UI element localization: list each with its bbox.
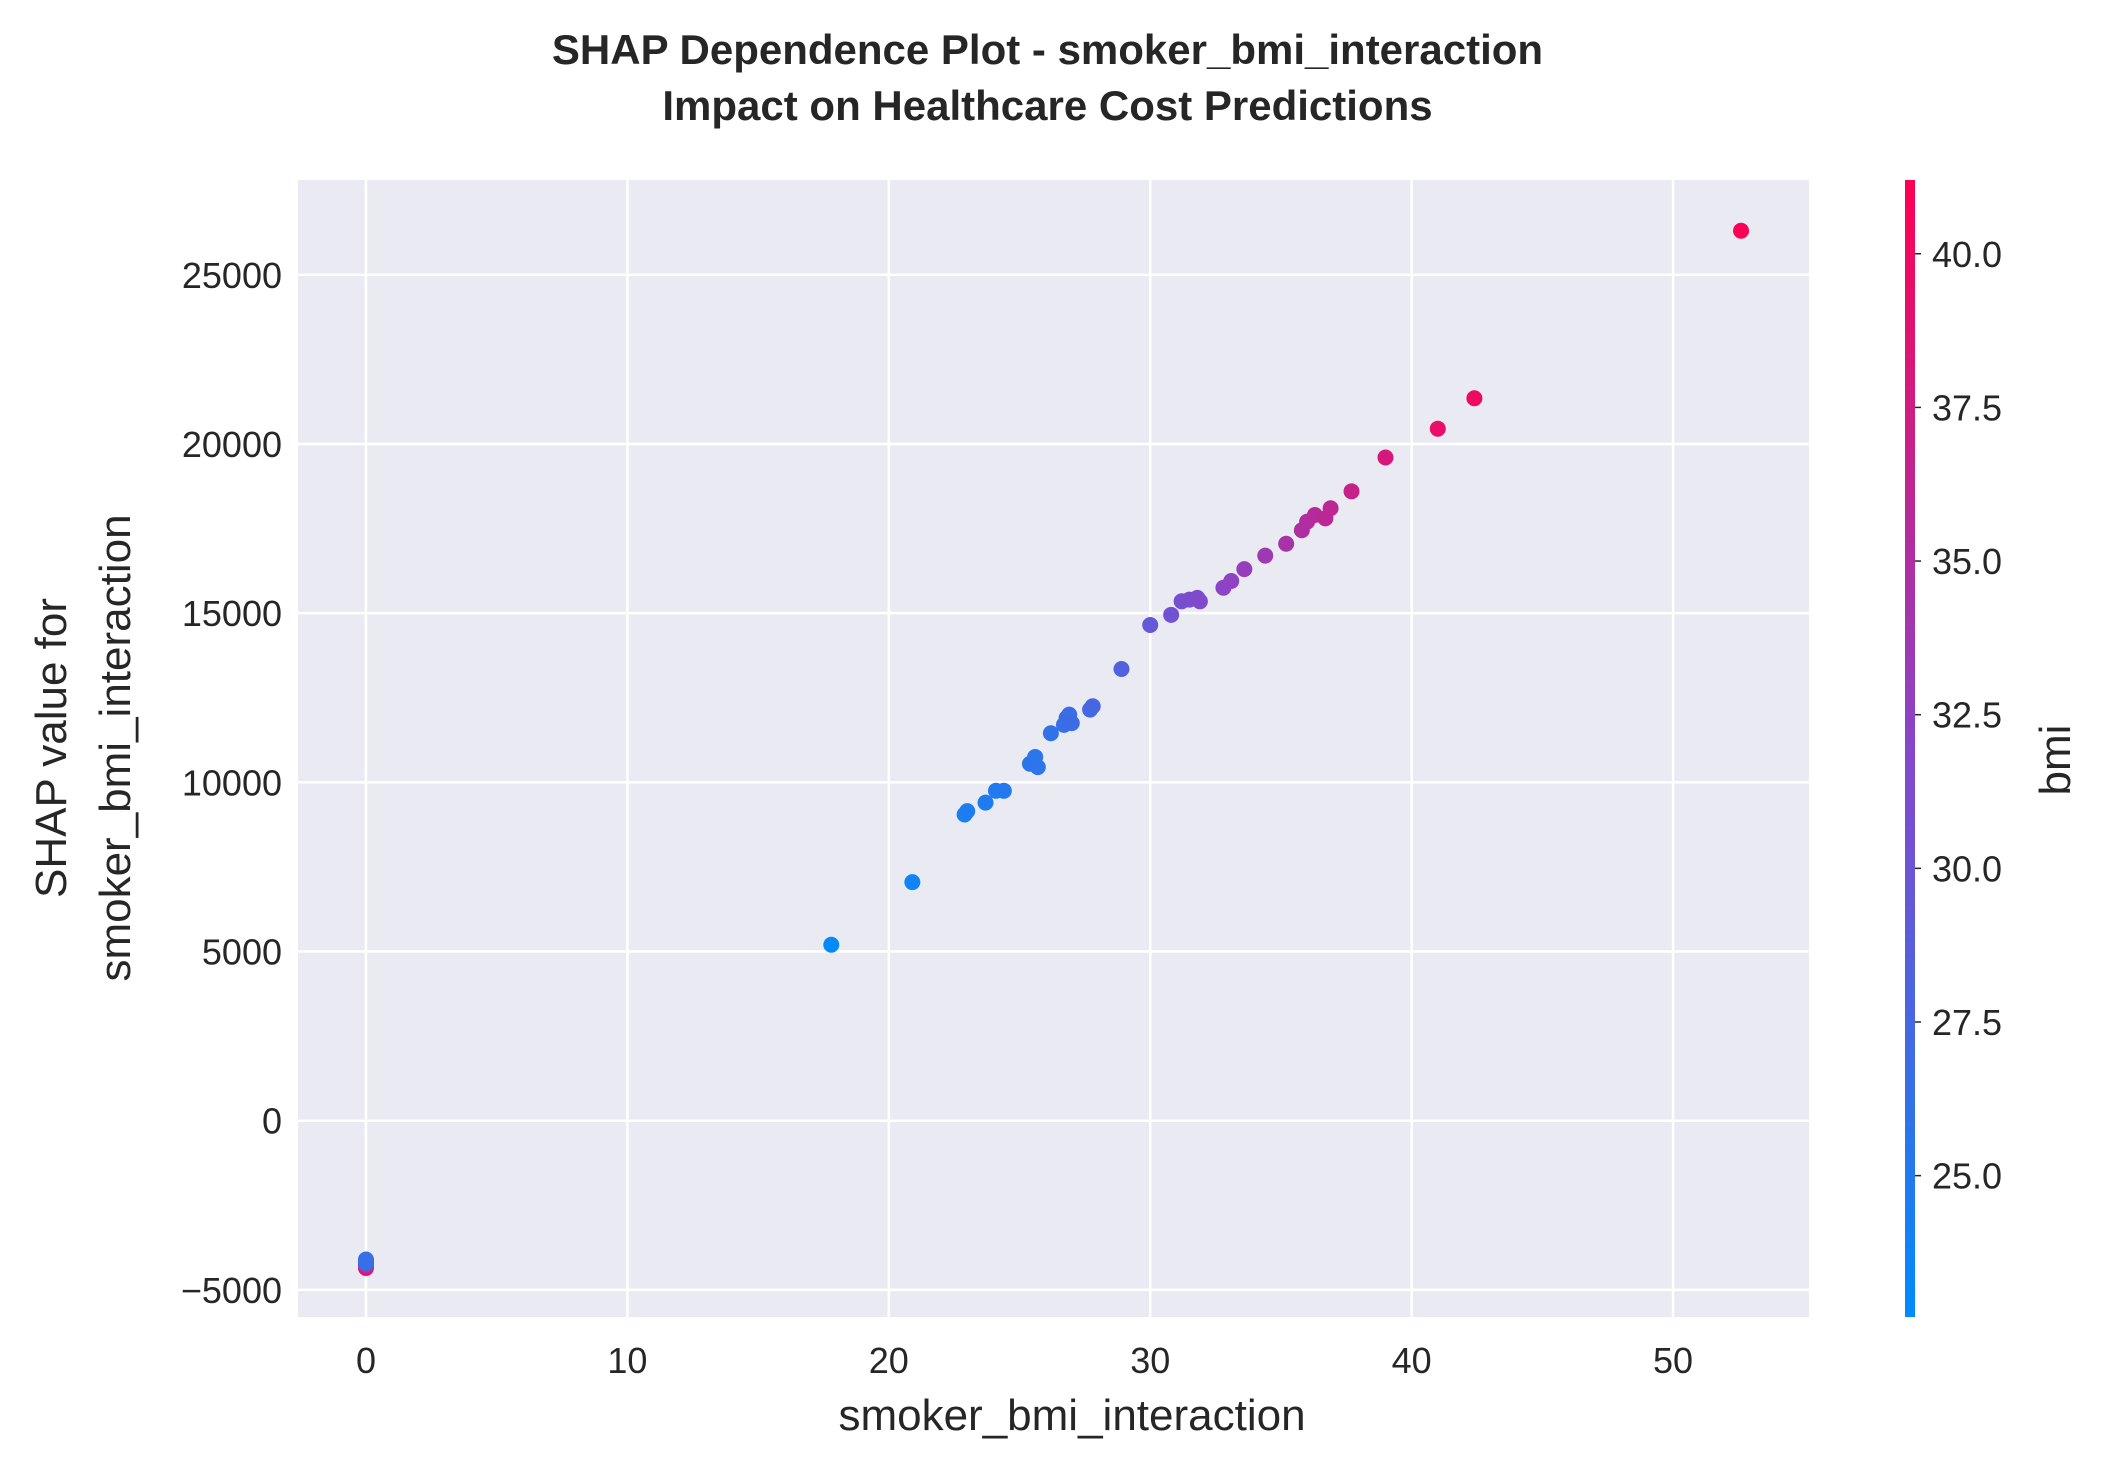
scatter-point <box>995 782 1012 799</box>
scatter-point <box>1163 606 1180 623</box>
chart-title: SHAP Dependence Plot - smoker_bmi_intera… <box>0 22 2095 134</box>
scatter-point <box>1223 572 1240 589</box>
scatter-point <box>823 936 840 953</box>
x-tick-label: 30 <box>1130 1340 1170 1381</box>
colorbar-tick-label: 35.0 <box>1932 541 2002 582</box>
y-tick-label: 10000 <box>182 762 282 803</box>
scatter-point <box>1029 759 1046 776</box>
scatter-point <box>1113 660 1130 677</box>
colorbar-label: bmi <box>2031 725 2080 796</box>
y-tick-label: 15000 <box>182 593 282 634</box>
y-axis-label-line-2: smoker_bmi_interaction <box>91 514 140 981</box>
colorbar-tick-label: 30.0 <box>1932 848 2002 889</box>
colorbar-tick-label: 25.0 <box>1932 1156 2002 1197</box>
scatter-point <box>1236 561 1253 578</box>
x-tick-label: 20 <box>869 1340 909 1381</box>
colorbar <box>1905 180 1915 1317</box>
y-tick-label: 0 <box>262 1101 282 1142</box>
x-tick-label: 10 <box>607 1340 647 1381</box>
scatter-points <box>357 222 1750 1276</box>
y-tick-label: 5000 <box>202 932 282 973</box>
x-tick-labels: 0 10 20 30 40 50 <box>356 1340 1693 1381</box>
colorbar-tick-label: 40.0 <box>1932 234 2002 275</box>
scatter-point <box>1278 535 1295 552</box>
x-tick-label: 40 <box>1392 1340 1432 1381</box>
chart-title-line-2: Impact on Healthcare Cost Predictions <box>662 82 1433 129</box>
x-tick-label: 50 <box>1653 1340 1693 1381</box>
scatter-point <box>357 1251 374 1268</box>
colorbar-tick-label: 37.5 <box>1932 387 2002 428</box>
colorbar-tick-label: 27.5 <box>1932 1002 2002 1043</box>
scatter-point <box>959 803 976 820</box>
scatter-point <box>1377 449 1394 466</box>
scatter-point <box>1466 390 1483 407</box>
scatter-point <box>1042 725 1059 742</box>
scatter-point <box>1142 616 1159 633</box>
x-gridlines <box>364 180 1675 1317</box>
x-axis-label: smoker_bmi_interaction <box>838 1391 1305 1440</box>
x-tick-label: 0 <box>356 1340 376 1381</box>
scatter-point <box>1257 547 1274 564</box>
scatter-point <box>904 874 921 891</box>
y-tick-label: −5000 <box>181 1270 282 1311</box>
y-gridlines <box>298 273 1809 1292</box>
scatter-point <box>977 794 994 811</box>
y-tick-label: 25000 <box>182 255 282 296</box>
y-axis-label-line-1: SHAP value for <box>27 598 76 898</box>
plot-area <box>298 180 1809 1317</box>
scatter-point <box>1343 483 1360 500</box>
scatter-point <box>1084 698 1101 715</box>
colorbar-tick-labels: 25.0 27.5 30.0 32.5 35.0 37.5 40.0 <box>1915 234 2002 1197</box>
chart-title-line-1: SHAP Dependence Plot - smoker_bmi_intera… <box>551 26 1544 73</box>
colorbar-tick-label: 32.5 <box>1932 695 2002 736</box>
scatter-point <box>1191 593 1208 610</box>
scatter-point <box>1063 715 1080 732</box>
scatter-point <box>1429 420 1446 437</box>
y-tick-labels: −5000 0 5000 10000 15000 20000 25000 <box>181 255 282 1311</box>
scatter-point <box>1733 222 1750 239</box>
scatter-point <box>1322 500 1339 517</box>
y-tick-label: 20000 <box>182 424 282 465</box>
